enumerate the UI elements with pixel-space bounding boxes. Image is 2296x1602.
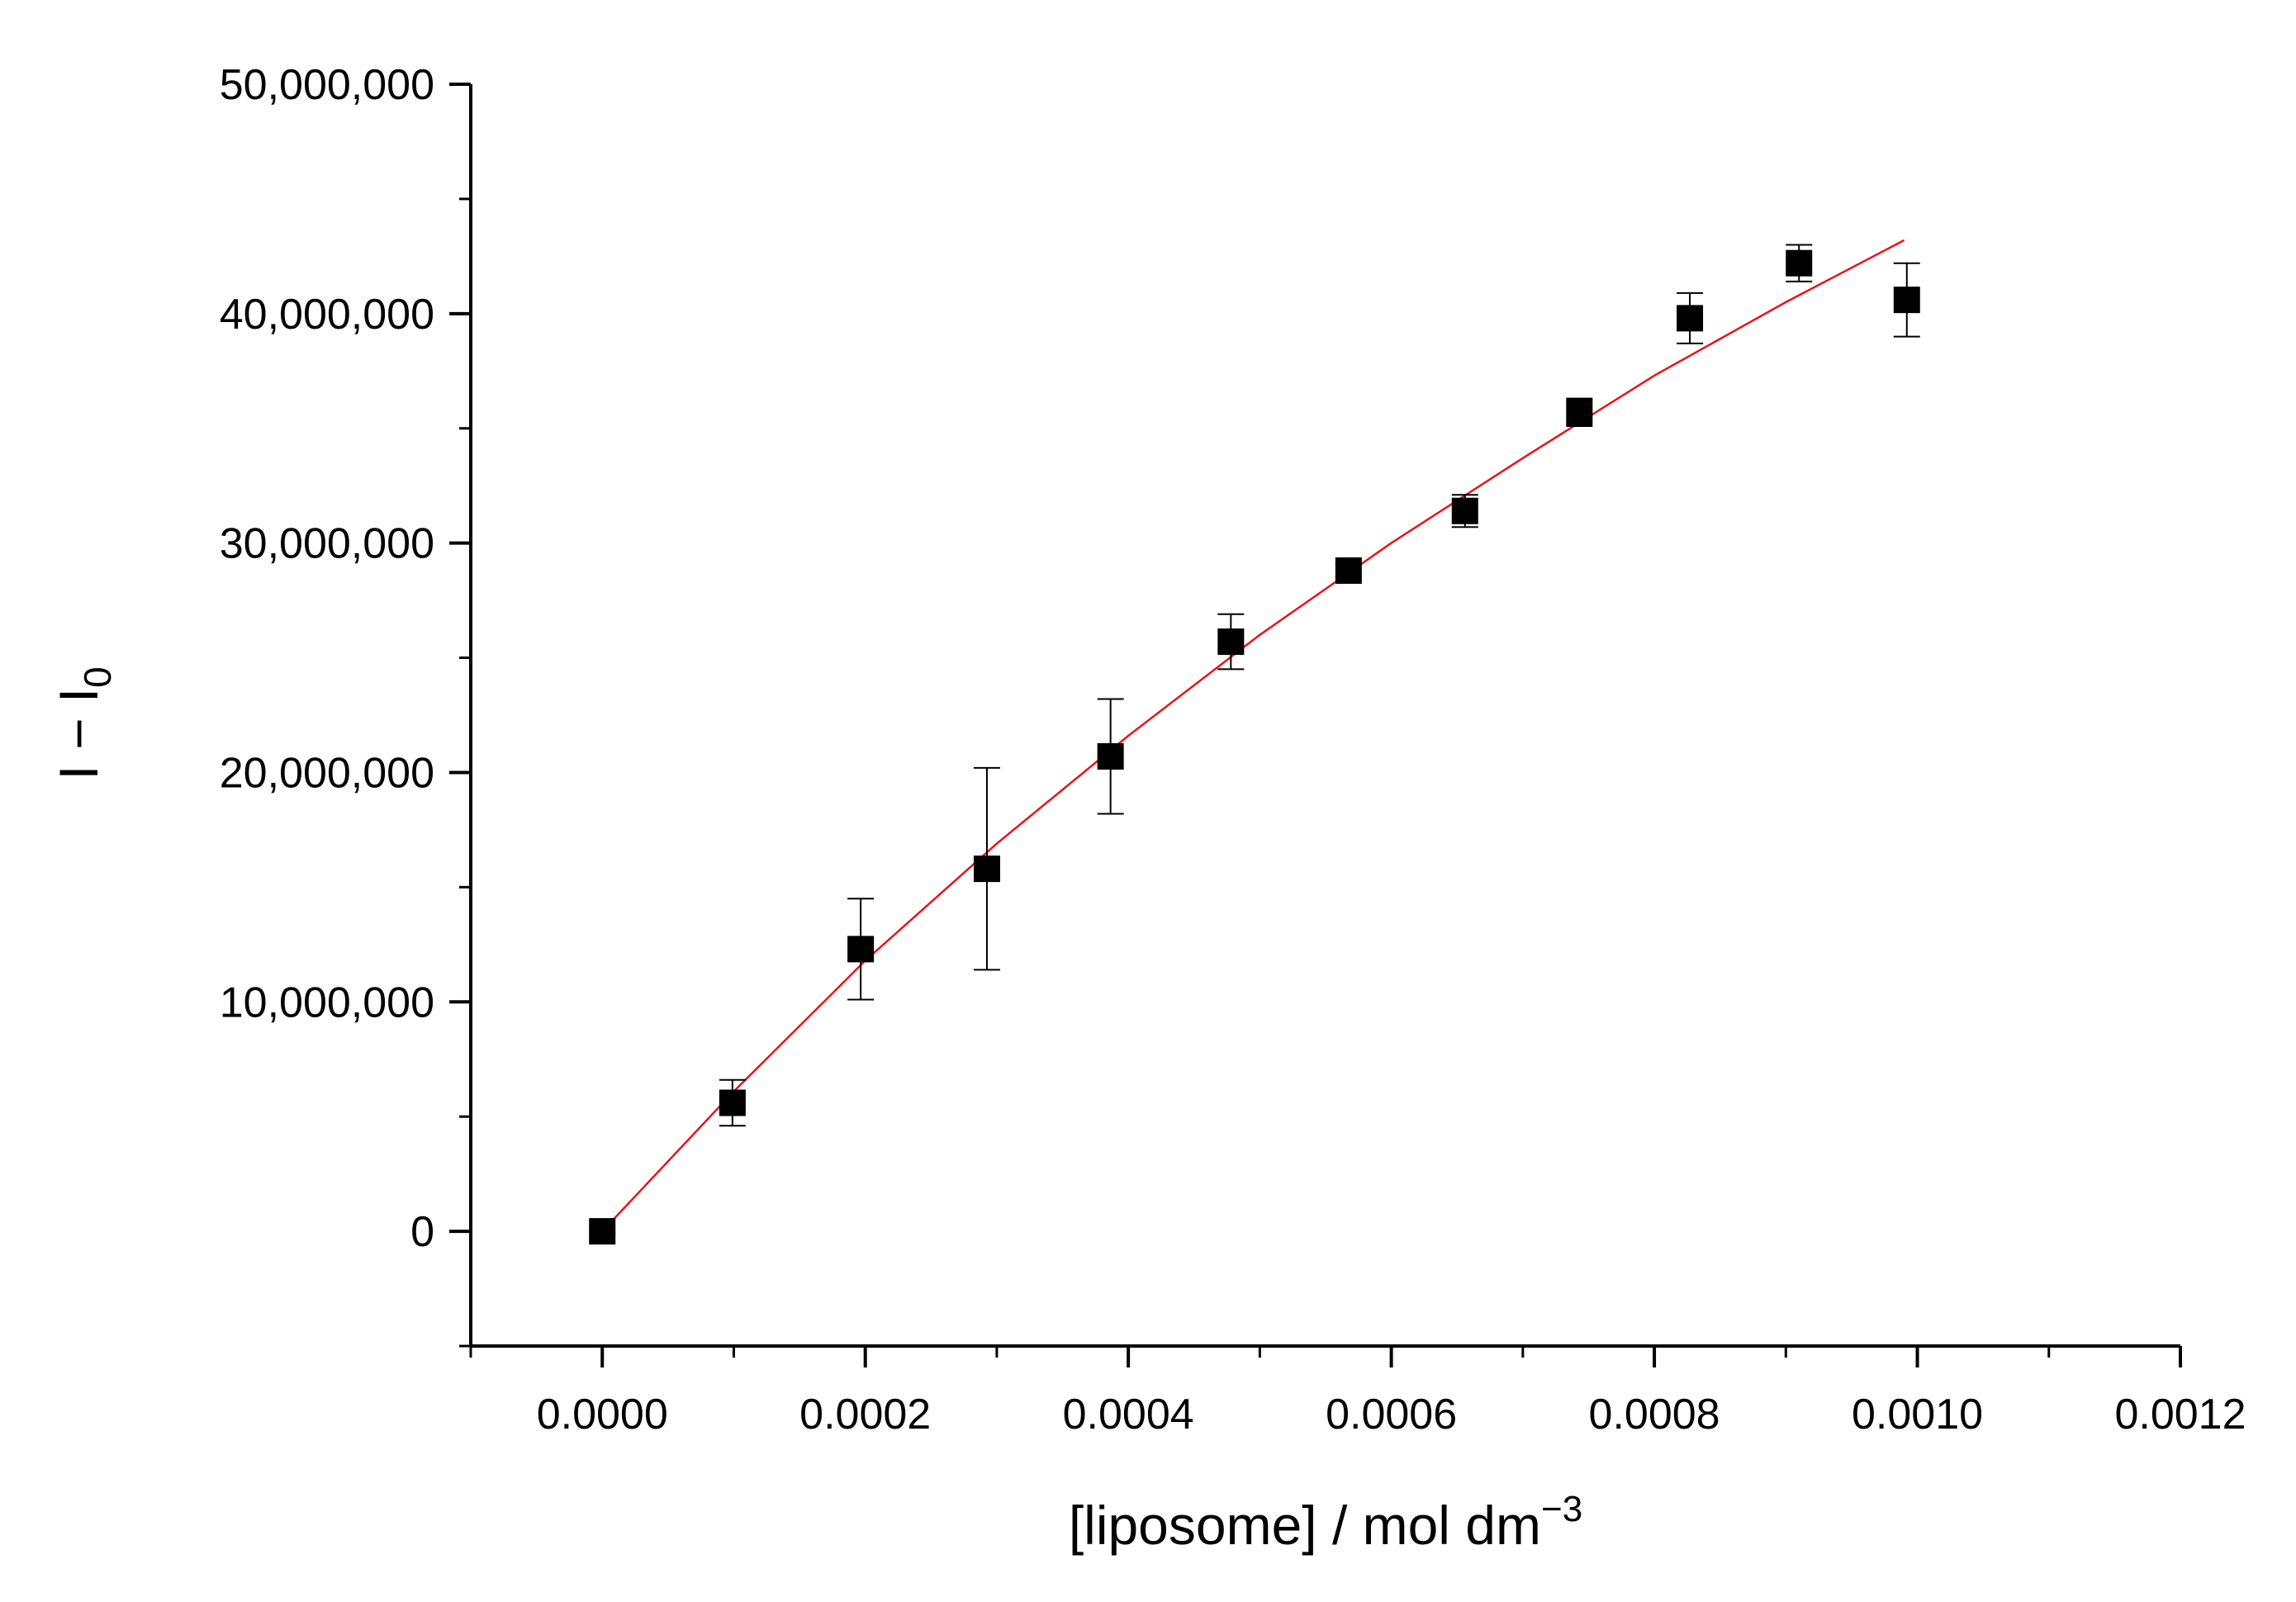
x-tick-label: 0.0000 — [537, 1391, 668, 1438]
x-tick-label: 0.0012 — [2114, 1391, 2246, 1438]
data-point — [1677, 291, 1704, 344]
data-point — [847, 898, 875, 1001]
data-point — [1893, 262, 1920, 338]
data-points-group — [589, 244, 1920, 1245]
axes — [469, 84, 2180, 1348]
data-marker — [1786, 249, 1813, 277]
data-marker — [847, 936, 875, 963]
data-point — [1335, 557, 1362, 584]
data-point — [973, 766, 1000, 971]
data-point — [1566, 397, 1593, 427]
data-point — [1097, 698, 1124, 815]
y-axis-ticks: 0 10,000,000 20,000,000 30,000,000 40,000,00… — [220, 61, 471, 1348]
data-point — [1786, 244, 1813, 282]
x-tick-label: 0.0008 — [1589, 1391, 1720, 1438]
data-point — [589, 1218, 616, 1245]
y-axis-title: I − I0 — [48, 666, 119, 780]
x-tick-label: 0.0004 — [1063, 1391, 1194, 1438]
data-marker — [1451, 497, 1478, 524]
y-axis-title-subscript: 0 — [76, 666, 119, 688]
data-marker — [1677, 305, 1704, 332]
data-marker — [1893, 287, 1920, 314]
x-tick-label: 0.0006 — [1326, 1391, 1457, 1438]
x-axis-ticks: 0.0000 0.0002 0.0004 0.0006 0.0008 0.0010 0.00… — [469, 1346, 2246, 1438]
data-marker — [1335, 557, 1362, 584]
y-tick-label: 20,000,000 — [220, 749, 434, 797]
y-axis-title-text: I − I — [48, 688, 109, 780]
y-tick-label: 30,000,000 — [220, 520, 434, 568]
data-marker — [719, 1089, 746, 1116]
y-tick-label: 10,000,000 — [220, 979, 434, 1026]
data-point — [1451, 494, 1478, 528]
data-marker — [1097, 743, 1124, 770]
data-point — [1217, 613, 1245, 671]
x-axis-title-text: [liposome] / mol dm — [1069, 1495, 1541, 1556]
data-marker — [973, 856, 1000, 883]
data-marker — [1566, 399, 1593, 426]
y-tick-label: 40,000,000 — [220, 291, 434, 339]
x-tick-label: 0.0010 — [1852, 1391, 1983, 1438]
data-point — [719, 1078, 746, 1127]
fit-curve — [601, 239, 1905, 1232]
data-marker — [1217, 628, 1245, 656]
x-axis-title-superscript: −3 — [1541, 1489, 1582, 1529]
x-axis-title: [liposome] / mol dm−3 — [1069, 1489, 1582, 1556]
y-tick-label: 50,000,000 — [220, 61, 434, 109]
y-tick-label: 0 — [410, 1208, 434, 1256]
x-tick-label: 0.0002 — [799, 1391, 931, 1438]
data-marker — [589, 1218, 616, 1245]
fit-curve-group — [601, 239, 1905, 1232]
